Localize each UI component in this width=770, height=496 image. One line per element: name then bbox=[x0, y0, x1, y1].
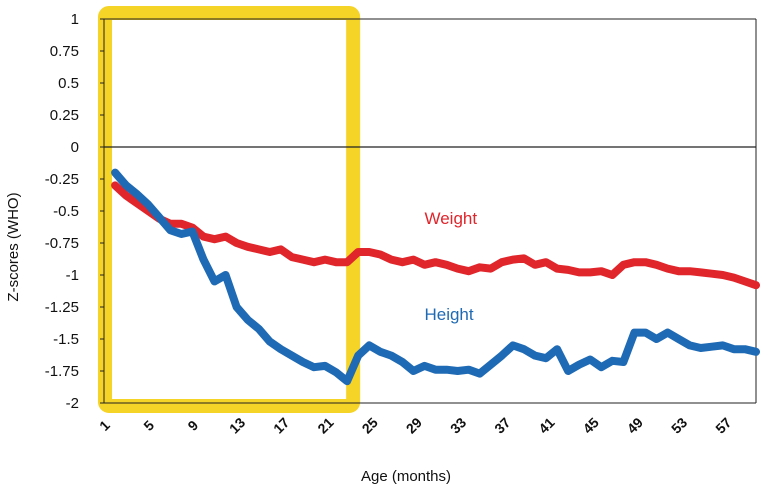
x-tick-label: 33 bbox=[447, 414, 469, 436]
x-tick-label: 49 bbox=[624, 414, 646, 436]
y-tick-label: 0 bbox=[71, 139, 79, 156]
y-tick-label: -1.5 bbox=[53, 331, 79, 348]
y-tick-label: -1.75 bbox=[45, 363, 79, 380]
y-tick-label: 0.75 bbox=[50, 43, 79, 60]
x-tick-label: 29 bbox=[403, 414, 425, 436]
y-tick-label: -1.25 bbox=[45, 299, 79, 316]
x-tick-label: 53 bbox=[668, 414, 690, 436]
x-tick-label: 1 bbox=[96, 417, 113, 434]
x-tick-label: 57 bbox=[712, 414, 734, 436]
x-tick-label: 37 bbox=[491, 414, 513, 436]
y-axis-title: Z-scores (WHO) bbox=[5, 192, 22, 301]
y-tick-label: -2 bbox=[66, 395, 79, 412]
x-tick-label: 9 bbox=[184, 417, 201, 434]
highlight-box bbox=[98, 6, 361, 413]
x-tick-label: 5 bbox=[140, 417, 157, 434]
y-tick-label: 1 bbox=[71, 11, 79, 28]
series-line-weight bbox=[111, 181, 760, 290]
x-axis-title: Age (months) bbox=[361, 468, 451, 485]
x-tick-label: 13 bbox=[226, 414, 248, 436]
x-tick-label: 45 bbox=[580, 414, 602, 436]
y-tick-label: 0.5 bbox=[58, 75, 79, 92]
y-tick-label: -0.75 bbox=[45, 235, 79, 252]
x-tick-label: 17 bbox=[270, 414, 292, 436]
series-label-weight: Weight bbox=[424, 209, 477, 228]
y-tick-label: -0.5 bbox=[53, 203, 79, 220]
series-line-height bbox=[111, 168, 760, 386]
y-tick-label: -1 bbox=[66, 267, 79, 284]
series-label-height: Height bbox=[424, 305, 473, 324]
x-tick-label: 25 bbox=[359, 414, 381, 436]
x-tick-label: 41 bbox=[535, 414, 557, 436]
x-tick-label: 21 bbox=[314, 414, 336, 436]
y-tick-label: 0.25 bbox=[50, 107, 79, 124]
y-tick-label: -0.25 bbox=[45, 171, 79, 188]
